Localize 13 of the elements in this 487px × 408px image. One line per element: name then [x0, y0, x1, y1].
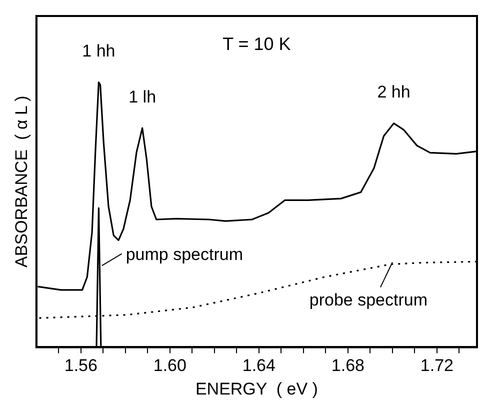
annotation: 1 hh: [82, 41, 116, 60]
annotation: probe spectrum: [309, 290, 428, 310]
x-tick-label: 1.68: [331, 356, 364, 376]
annotation: 1 lh: [128, 87, 156, 106]
text: T = 10 K: [222, 34, 291, 54]
x-tick-label: 1.64: [242, 356, 276, 376]
annotation: pump spectrum: [126, 244, 243, 264]
x-tick-label: 1.56: [64, 356, 98, 376]
x-tick-label: 1.60: [153, 356, 186, 376]
x-tick-label: 1.72: [420, 356, 454, 376]
x-axis-title: ENERGY ( eV ): [195, 379, 318, 398]
y-axis-title: ABSORBANCE ( α L ): [12, 96, 31, 268]
annotation: 2 hh: [377, 82, 410, 102]
